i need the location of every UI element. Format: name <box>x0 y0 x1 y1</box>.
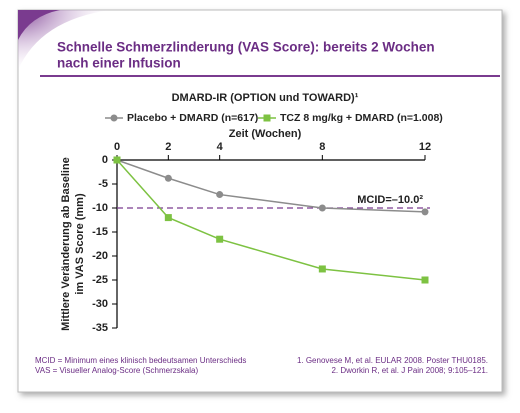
point <box>421 276 429 284</box>
point <box>318 265 326 273</box>
x-tick-label: 12 <box>419 141 431 153</box>
point <box>164 214 172 222</box>
y-tick-label: -25 <box>92 274 108 286</box>
footnote: 2. Dworkin R, et al. J Pain 2008; 9:105–… <box>331 366 488 375</box>
y-axis-label: Mittlere Veränderung ab Baseline <box>60 157 72 331</box>
point <box>216 191 224 199</box>
x-tick-label: 2 <box>165 141 171 153</box>
corner-accent <box>18 10 60 40</box>
x-tick-label: 0 <box>114 141 120 153</box>
y-tick-label: -15 <box>92 226 108 238</box>
point <box>421 208 429 216</box>
point <box>216 235 224 243</box>
y-tick-label: -5 <box>98 178 108 190</box>
slide-title: nach einer Infusion <box>57 56 181 71</box>
corner-accent <box>18 10 110 70</box>
footnote: 1. Genovese M, et al. EULAR 2008. Poster… <box>297 356 488 365</box>
point <box>318 204 326 212</box>
x-axis-label: Zeit (Wochen) <box>229 128 302 140</box>
y-tick-label: 0 <box>102 154 108 166</box>
point <box>113 156 121 164</box>
y-tick-label: -10 <box>92 202 108 214</box>
y-axis-label: im VAS Score (mm) <box>74 193 86 295</box>
legend-label: Placebo + DMARD (n=617) <box>127 112 258 124</box>
footnote: MCID = Minimum eines klinisch bedeutsame… <box>35 356 246 365</box>
footnote: VAS = Visueller Analog-Score (Schmerzska… <box>35 366 198 375</box>
legend-label: TCZ 8 mg/kg + DMARD (n=1.008) <box>280 112 443 124</box>
legend-swatch <box>263 114 271 122</box>
y-tick-label: -30 <box>92 298 108 310</box>
slide-title: Schnelle Schmerzlinderung (VAS Score): b… <box>57 40 435 55</box>
chart-title: DMARD-IR (OPTION und TOWARD)¹ <box>172 92 359 104</box>
legend-swatch <box>110 114 118 122</box>
y-tick-label: -20 <box>92 250 108 262</box>
slide-frame <box>17 9 503 393</box>
reference-label: MCID=–10.0² <box>357 194 423 206</box>
x-tick-label: 4 <box>217 141 224 153</box>
y-tick-label: -35 <box>92 322 108 334</box>
x-tick-label: 8 <box>319 141 325 153</box>
point <box>164 174 172 182</box>
